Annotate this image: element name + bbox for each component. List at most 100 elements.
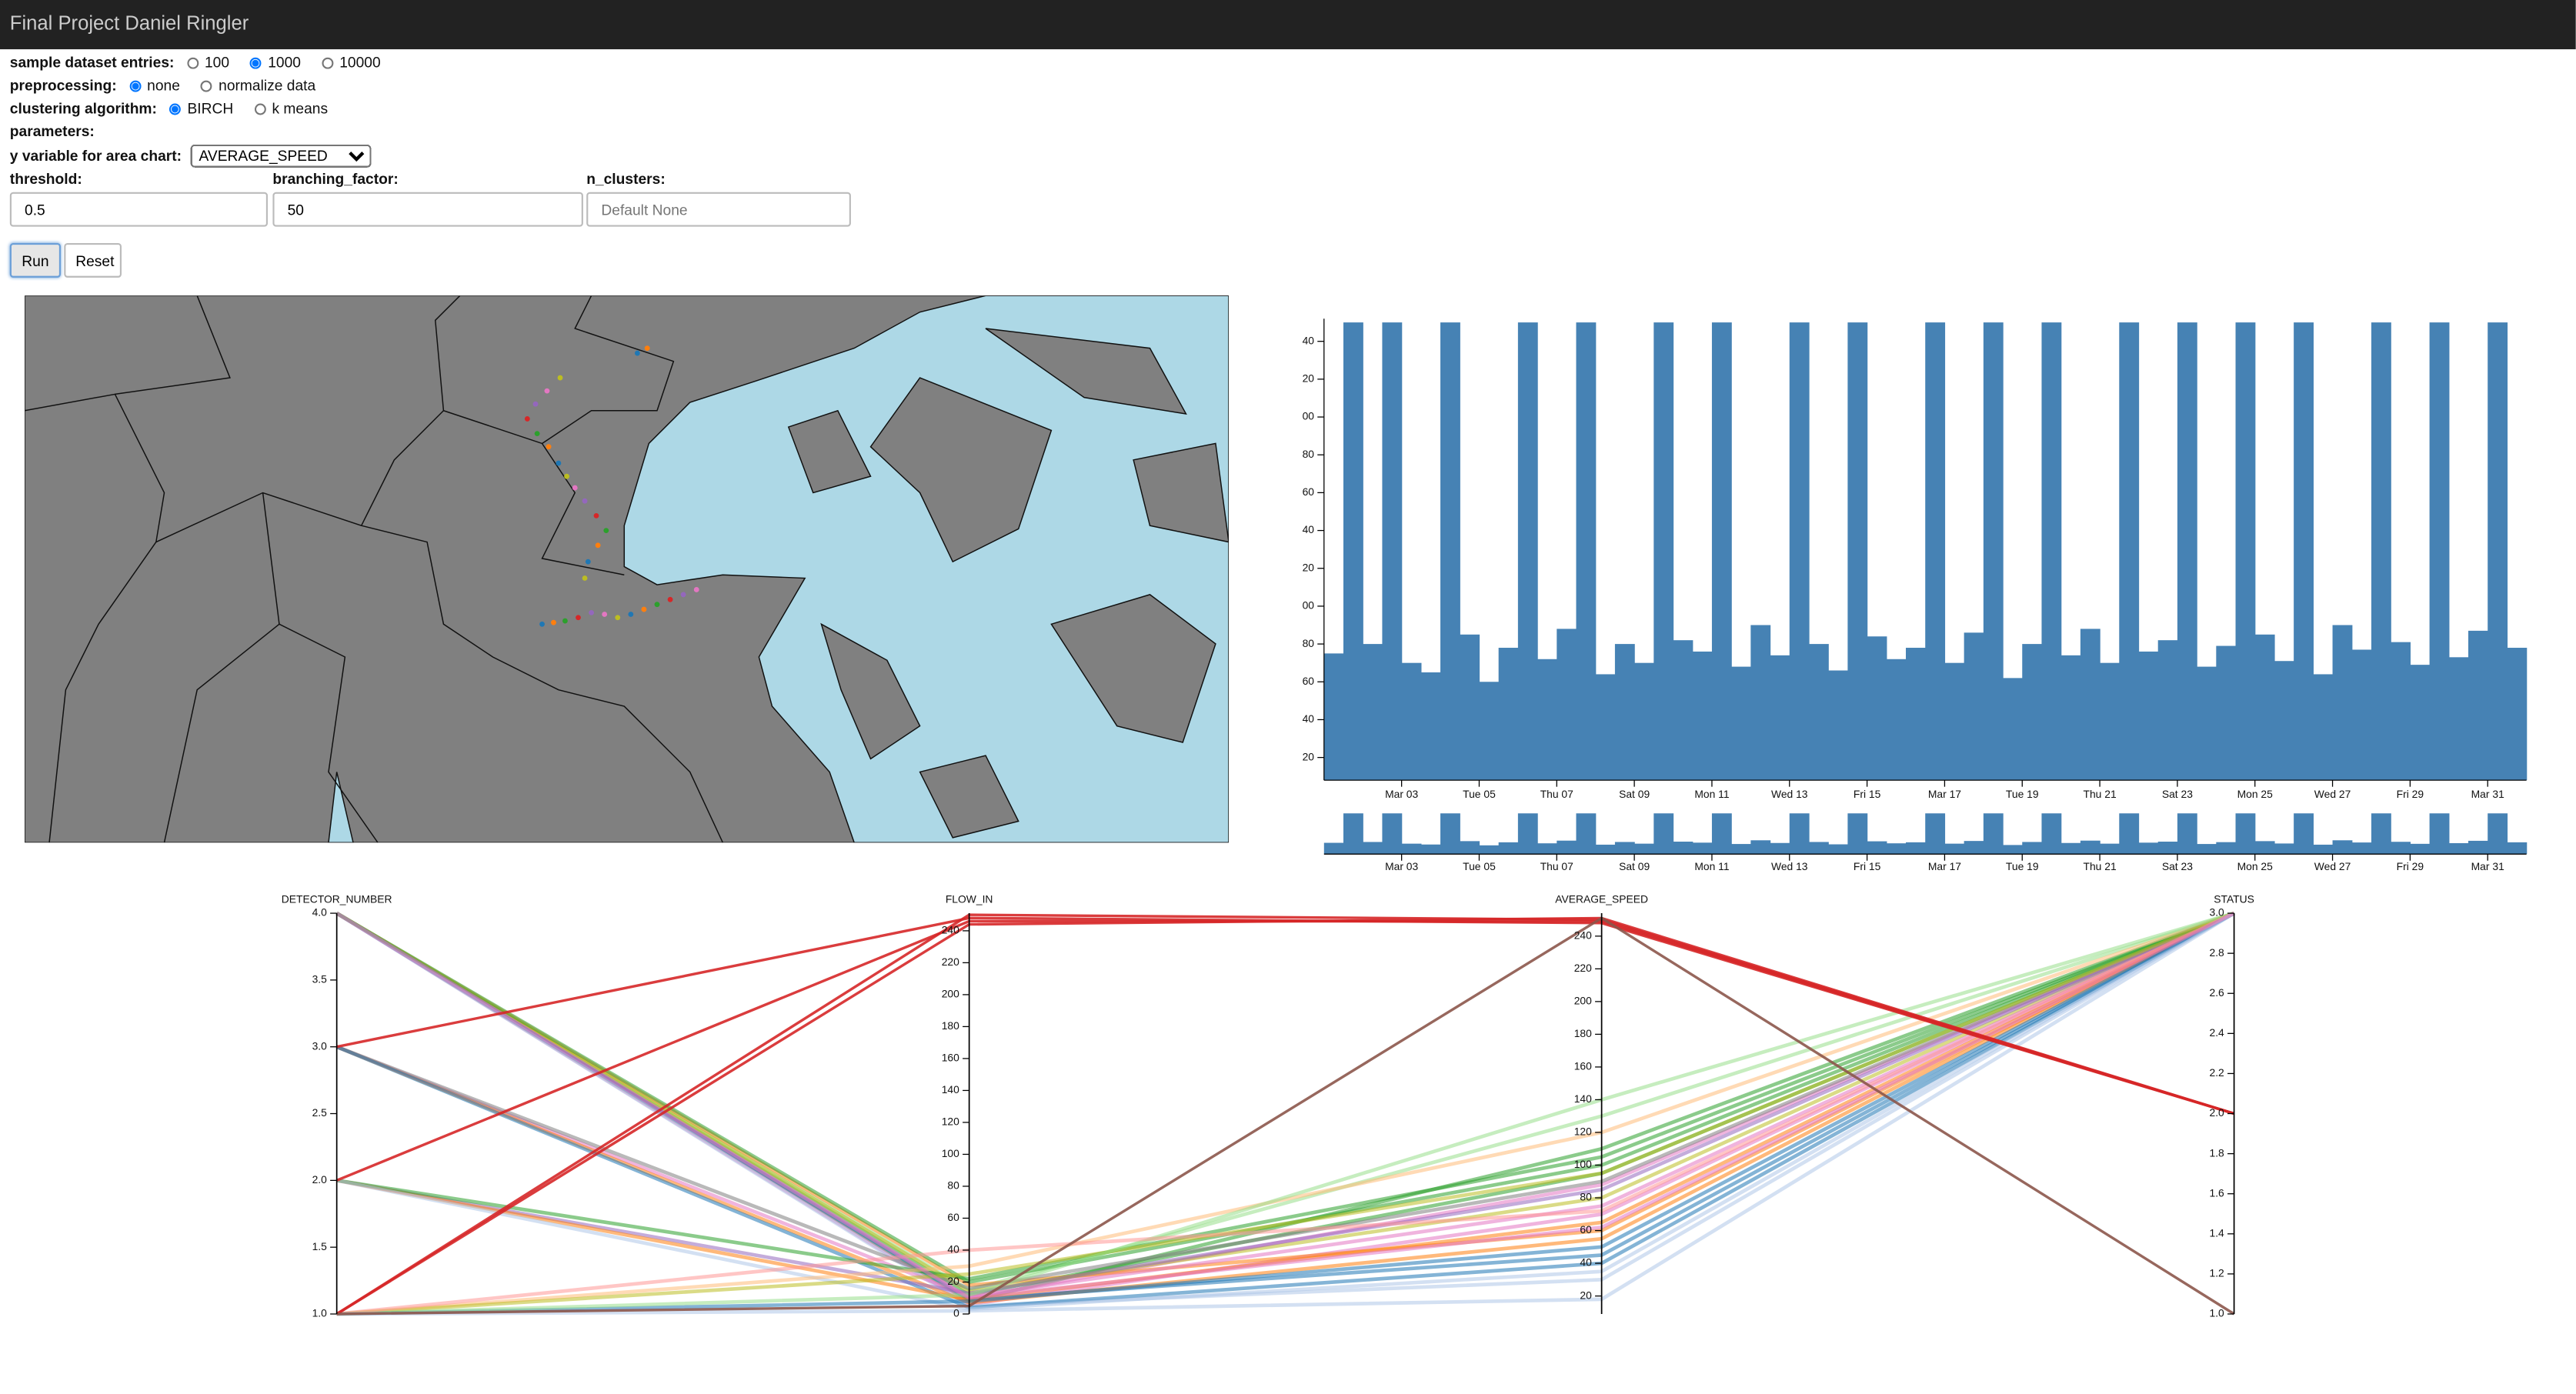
tick-label: 160 [1574, 1060, 1592, 1072]
series-line [335, 911, 2235, 1300]
route-point [654, 602, 660, 608]
border [443, 410, 625, 575]
route-point [544, 388, 550, 394]
border [262, 492, 379, 843]
x-tick-label: Fri 15 [1854, 788, 1881, 800]
brush-bar [2100, 843, 2120, 855]
radio[interactable] [200, 80, 212, 92]
series-line [336, 911, 2235, 1281]
series-line [336, 911, 2235, 1316]
brush-bar [1498, 842, 1519, 855]
option[interactable]: BIRCH [166, 100, 233, 117]
radio[interactable] [186, 57, 199, 69]
area-bar [2448, 657, 2469, 781]
tick-label: 3.0 [2210, 906, 2225, 919]
tick-label: 200 [942, 988, 959, 1000]
axis-title: FLOW_IN [946, 893, 993, 905]
area-bar [2371, 322, 2391, 781]
radio[interactable] [169, 103, 181, 115]
tick-label: 80 [1580, 1191, 1592, 1203]
area-bar [2313, 674, 2334, 781]
brush-bar [2507, 842, 2528, 855]
x-tick-label: Thu 21 [2084, 788, 2117, 800]
tick-label: 1.6 [2210, 1186, 2225, 1199]
brush-tick-label: Fri 15 [1854, 860, 1881, 872]
radio[interactable] [253, 103, 265, 115]
route-points [524, 345, 699, 627]
option[interactable]: none [125, 77, 180, 94]
border [361, 525, 724, 843]
option[interactable]: 100 [183, 54, 229, 71]
brush-bar [1847, 813, 1868, 855]
brush-bar [1711, 813, 1732, 855]
tick-label: 140 [1574, 1092, 1592, 1105]
area-bar [2022, 644, 2043, 781]
x-tick-label: Mon 11 [1694, 788, 1729, 800]
island [820, 622, 921, 760]
option[interactable]: 10000 [318, 54, 381, 71]
area-bar [1867, 636, 1887, 781]
label: threshold: [9, 171, 82, 188]
threshold-input[interactable] [9, 192, 269, 227]
tick-label: 80 [947, 1179, 959, 1192]
tick-label: 40 [947, 1243, 959, 1256]
x-tick-label: Tue 05 [1463, 788, 1496, 800]
radio[interactable] [321, 57, 333, 69]
route-point [556, 460, 562, 466]
tick-label: 40 [1580, 1256, 1592, 1269]
brush-bar [1808, 842, 1829, 855]
brush-bar [2391, 842, 2411, 855]
y-tick-label: 20 [1303, 750, 1315, 762]
area-bar [1460, 634, 1480, 781]
area-bar [1789, 322, 1810, 781]
route-point [562, 618, 568, 624]
branching-input[interactable] [272, 192, 583, 227]
area-bar [1479, 682, 1500, 781]
brush-bar [2138, 842, 2159, 855]
clusters-input[interactable] [586, 192, 851, 227]
series-line [336, 911, 2235, 1316]
brush-bar [2371, 813, 2391, 855]
reset-button[interactable]: Reset [64, 242, 122, 278]
option[interactable]: k means [251, 100, 328, 117]
brush-bar [1867, 841, 1887, 855]
brush-bar [1653, 813, 1674, 855]
brush-bar [2448, 842, 2469, 855]
brush-bar [1382, 813, 1403, 855]
tick-label: 1.8 [2210, 1146, 2225, 1159]
x-tick-label: Thu 07 [1540, 788, 1573, 800]
series-line [336, 912, 2235, 1316]
brush-bar [1420, 844, 1441, 855]
area-bar [1673, 640, 1693, 781]
series-line [335, 912, 2235, 1310]
area-bar [2060, 655, 2081, 781]
area-bar [1983, 322, 2004, 781]
area-bar [2351, 649, 2372, 781]
option[interactable]: 1000 [246, 54, 301, 71]
area-bar [2216, 645, 2237, 781]
brush-tick-label: Sat 23 [2162, 860, 2193, 872]
area-bar [1692, 651, 1713, 781]
water [328, 772, 354, 843]
route-point [524, 416, 530, 422]
radio[interactable] [128, 80, 141, 92]
route-point [693, 587, 699, 592]
option[interactable]: normalize data [197, 77, 315, 94]
title: Final Project Daniel Ringler [9, 11, 249, 35]
run-button[interactable]: Run [9, 242, 61, 278]
tick-label: 1.5 [312, 1240, 328, 1252]
area-bar [2488, 322, 2508, 781]
tick-label: 100 [942, 1147, 959, 1159]
tick-label: 60 [1580, 1223, 1592, 1236]
area-bar [1557, 629, 1577, 781]
brush-bar [1460, 841, 1480, 855]
y-tick-label: 40 [1303, 334, 1315, 346]
area-bar [2080, 629, 2101, 781]
border [48, 542, 157, 843]
area-bar [1711, 322, 1732, 781]
brush-bar [2468, 840, 2488, 855]
y-tick-label: 80 [1303, 637, 1315, 649]
brush-tick-label: Thu 21 [2084, 860, 2117, 872]
yvar-select[interactable]: AVERAGE_SPEED [190, 144, 372, 168]
radio[interactable] [249, 57, 262, 69]
